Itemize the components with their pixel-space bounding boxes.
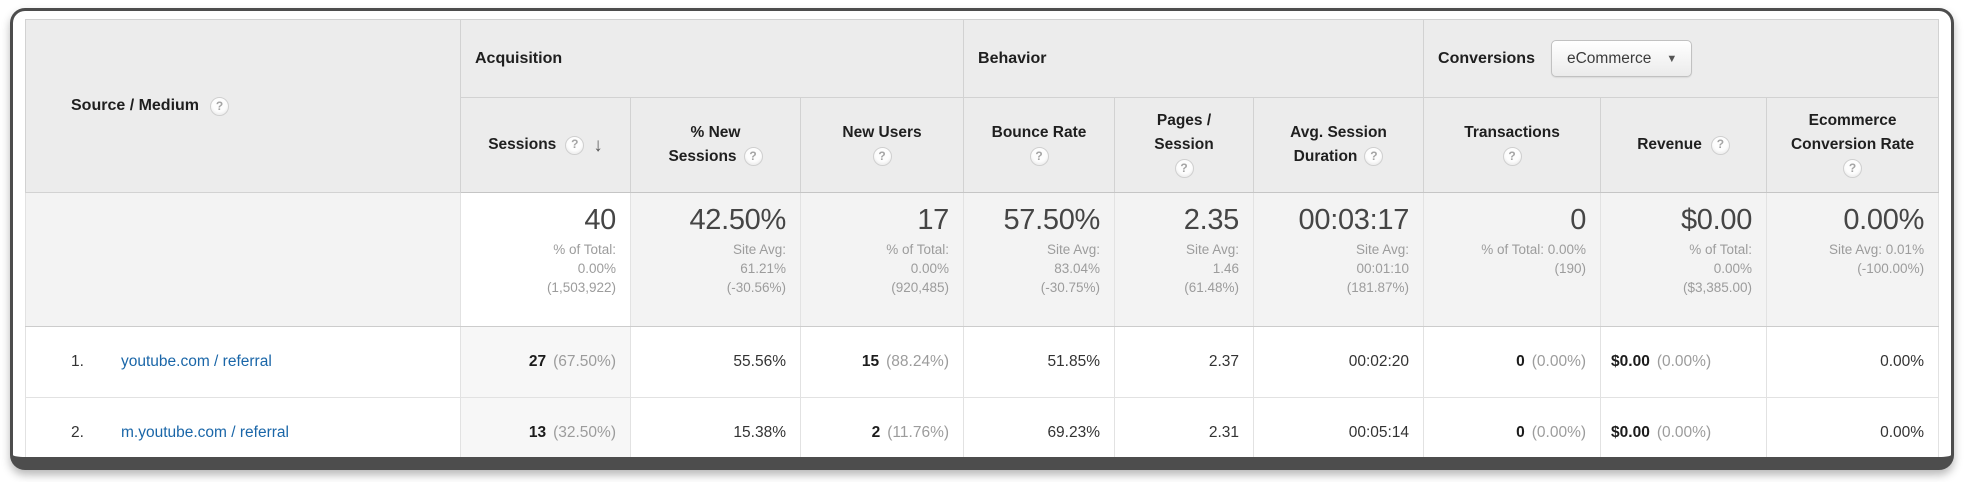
summary-new-users: 17 % of Total: 0.00% (920,485) xyxy=(799,192,965,327)
revenue-cell: $0.00 (0.00%) xyxy=(1600,397,1768,457)
column-header-pages-session[interactable]: Pages / Session ? xyxy=(1114,97,1255,193)
sessions-cell: 13 (32.50%) xyxy=(460,397,631,457)
new-sessions-header-label: % New xyxy=(690,123,741,141)
column-header-revenue[interactable]: Revenue ? xyxy=(1600,97,1768,193)
summary-ecommerce-cr-value: 0.00% xyxy=(1843,204,1925,236)
ecommerce-cr-cell: 0.00% xyxy=(1766,397,1940,457)
help-icon[interactable]: ? xyxy=(1029,147,1049,167)
transactions-header-label: Transactions xyxy=(1464,123,1560,141)
new-users-cell: 15 (88.24%) xyxy=(799,326,965,398)
revenue-header-label: Revenue xyxy=(1637,136,1702,154)
source-medium-label: Source / Medium xyxy=(71,97,200,114)
goal-set-dropdown[interactable]: eCommerce ▼ xyxy=(1550,40,1693,77)
source-medium-link[interactable]: youtube.com / referral xyxy=(121,353,272,370)
revenue-cell: $0.00 (0.00%) xyxy=(1600,326,1768,398)
source-medium-cell: 1. youtube.com / referral xyxy=(25,326,461,398)
new-sessions-cell: 15.38% xyxy=(630,397,801,457)
ecommerce-cr-header-label-line2: Conversion Rate xyxy=(1790,135,1915,153)
behavior-label: Behavior xyxy=(978,49,1047,67)
avg-session-duration-cell: 00:02:20 xyxy=(1253,326,1425,398)
pages-session-cell: 2.31 xyxy=(1114,397,1255,457)
help-icon[interactable]: ? xyxy=(1502,147,1522,167)
source-medium-table: Source / Medium ? Acquisition Behavior C… xyxy=(25,19,1940,457)
report-page: Source / Medium ? Acquisition Behavior C… xyxy=(13,11,1951,457)
help-icon[interactable]: ? xyxy=(210,96,230,116)
summary-revenue-value: $0.00 xyxy=(1680,204,1753,236)
group-header-behavior: Behavior xyxy=(963,19,1425,98)
help-icon[interactable]: ? xyxy=(1364,147,1384,167)
goal-set-dropdown-value: eCommerce xyxy=(1566,49,1652,67)
pages-session-cell: 2.37 xyxy=(1114,326,1255,398)
summary-revenue: $0.00 % of Total: 0.00% ($3,385.00) xyxy=(1600,192,1768,327)
column-header-transactions[interactable]: Transactions ? xyxy=(1423,97,1602,193)
summary-new-sessions-value: 42.50% xyxy=(689,204,786,236)
summary-row: 40 % of Total: 0.00% (1,503,922) 42.50% xyxy=(25,192,1940,327)
help-icon[interactable]: ? xyxy=(872,147,892,167)
avg-session-duration-cell: 00:05:14 xyxy=(1253,397,1425,457)
source-medium-cell: 2. m.youtube.com / referral xyxy=(25,397,461,457)
new-sessions-cell: 55.56% xyxy=(630,326,801,398)
help-icon[interactable]: ? xyxy=(1710,135,1730,155)
help-icon[interactable]: ? xyxy=(743,147,763,167)
sort-descending-icon: ↓ xyxy=(593,134,603,156)
summary-pages-session: 2.35 Site Avg: 1.46 (61.48%) xyxy=(1114,192,1255,327)
ecommerce-cr-cell: 0.00% xyxy=(1766,326,1940,398)
screenshot-frame: Source / Medium ? Acquisition Behavior C… xyxy=(10,8,1954,470)
table-row: 1. youtube.com / referral 27 (67.50%) 55.5… xyxy=(25,326,1940,398)
sessions-header-label: Sessions xyxy=(488,136,557,154)
avg-session-duration-header-label-line2: Duration xyxy=(1293,148,1358,165)
group-header-conversions: Conversions eCommerce ▼ xyxy=(1423,19,1940,98)
column-header-sessions[interactable]: Sessions ? ↓ xyxy=(460,97,631,193)
column-header-source-medium[interactable]: Source / Medium ? xyxy=(25,19,461,193)
bounce-rate-cell: 51.85% xyxy=(963,326,1116,398)
group-header-acquisition: Acquisition xyxy=(459,19,965,98)
summary-avg-session-duration: 00:03:17 Site Avg: 00:01:10 (181.87%) xyxy=(1253,192,1425,327)
table-row: 2. m.youtube.com / referral 13 (32.50%) 15… xyxy=(25,397,1940,457)
column-header-ecommerce-conversion-rate[interactable]: Ecommerce Conversion Rate ? xyxy=(1766,97,1940,193)
transactions-cell: 0 (0.00%) xyxy=(1423,326,1602,398)
summary-avg-session-duration-value: 00:03:17 xyxy=(1298,204,1410,236)
summary-dimension-cell xyxy=(25,192,461,327)
dropdown-caret-icon: ▼ xyxy=(1666,52,1678,65)
summary-bounce-rate: 57.50% Site Avg: 83.04% (-30.75%) xyxy=(963,192,1116,327)
summary-new-sessions: 42.50% Site Avg: 61.21% (-30.56%) xyxy=(630,192,801,327)
column-header-new-users[interactable]: New Users ? xyxy=(799,97,965,193)
summary-bounce-rate-value: 57.50% xyxy=(1003,204,1101,236)
bounce-rate-header-label: Bounce Rate xyxy=(991,123,1087,141)
row-rank: 2. xyxy=(71,424,84,441)
column-header-avg-session-duration[interactable]: Avg. Session Duration ? xyxy=(1253,97,1425,193)
avg-session-duration-header-label: Avg. Session xyxy=(1290,123,1387,141)
help-icon[interactable]: ? xyxy=(1174,159,1194,179)
summary-ecommerce-conversion-rate: 0.00% Site Avg: 0.01% (-100.00%) xyxy=(1766,192,1940,327)
help-icon[interactable]: ? xyxy=(565,135,585,155)
column-header-bounce-rate[interactable]: Bounce Rate ? xyxy=(963,97,1116,193)
ecommerce-cr-header-label: Ecommerce xyxy=(1808,111,1897,129)
summary-transactions-value: 0 xyxy=(1570,204,1587,236)
sessions-cell: 27 (67.50%) xyxy=(460,326,631,398)
new-users-header-label: New Users xyxy=(842,123,922,141)
summary-new-users-value: 17 xyxy=(917,204,950,236)
column-header-new-sessions[interactable]: % New Sessions ? xyxy=(630,97,801,193)
summary-sessions: 40 % of Total: 0.00% (1,503,922) xyxy=(460,192,631,327)
pages-session-header-label: Pages / xyxy=(1156,111,1212,129)
row-rank: 1. xyxy=(71,353,84,370)
new-users-cell: 2 (11.76%) xyxy=(799,397,965,457)
source-medium-link[interactable]: m.youtube.com / referral xyxy=(121,424,289,441)
summary-transactions: 0 % of Total: 0.00% (190) xyxy=(1423,192,1602,327)
bounce-rate-cell: 69.23% xyxy=(963,397,1116,457)
help-icon[interactable]: ? xyxy=(1843,159,1863,179)
summary-sessions-value: 40 xyxy=(584,204,616,236)
summary-pages-session-value: 2.35 xyxy=(1183,204,1240,236)
acquisition-label: Acquisition xyxy=(475,49,563,67)
conversions-label: Conversions xyxy=(1438,49,1535,67)
new-sessions-header-label-line2: Sessions xyxy=(668,148,737,165)
transactions-cell: 0 (0.00%) xyxy=(1423,397,1602,457)
pages-session-header-label-line2: Session xyxy=(1154,135,1214,153)
